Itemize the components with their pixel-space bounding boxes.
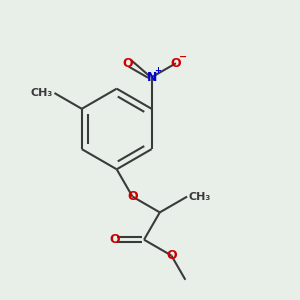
Text: O: O xyxy=(109,233,119,246)
Text: CH₃: CH₃ xyxy=(31,88,53,98)
Text: −: − xyxy=(179,52,187,62)
Text: O: O xyxy=(127,190,138,203)
Text: O: O xyxy=(166,249,177,262)
Text: O: O xyxy=(122,57,133,70)
Text: O: O xyxy=(171,57,181,70)
Text: CH₃: CH₃ xyxy=(189,192,211,202)
Text: +: + xyxy=(154,67,161,76)
Text: N: N xyxy=(146,71,157,84)
